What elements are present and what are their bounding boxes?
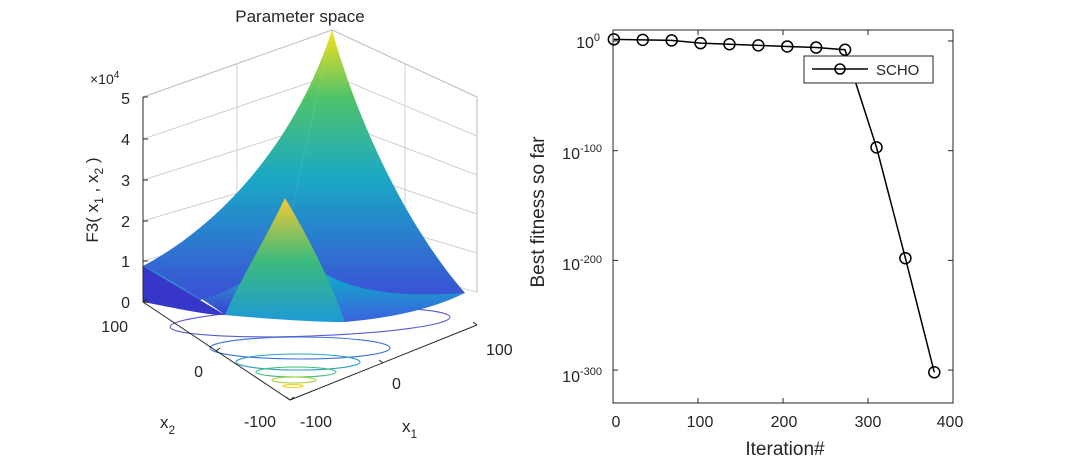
legend: SCHO (803, 55, 934, 84)
x2-tick-label: 100 (101, 319, 128, 336)
legend-label: SCHO (876, 62, 919, 79)
data-point (870, 141, 883, 154)
data-point (752, 39, 765, 52)
x1-tick-label: -100 (300, 414, 332, 431)
series-scho (607, 33, 941, 379)
x1-tick-label: 0 (392, 376, 401, 393)
data-point (899, 251, 912, 265)
surface-z-scale: ×104 (90, 70, 120, 87)
x-tick-label: 200 (771, 414, 798, 431)
surface-chart: Parameter space ×104 0 1 2 3 4 5 F3( x1 … (83, 7, 513, 441)
z-tick-label: 1 (121, 254, 130, 271)
x1-tick-label: 100 (486, 342, 513, 359)
x-tick-label: 0 (612, 414, 621, 431)
y-tick-label: 10-100 (562, 143, 602, 163)
x-tick-label: 300 (855, 414, 882, 431)
data-point (636, 33, 649, 47)
x2-tick-label: 0 (194, 364, 203, 381)
z-tick-label: 2 (121, 214, 130, 231)
plot-area (612, 29, 954, 404)
z-tick-label: 5 (121, 91, 130, 108)
x-tick-label: 400 (937, 414, 964, 431)
z-tick-label: 0 (121, 295, 130, 312)
surface-contours (169, 306, 451, 389)
surface-z-label: F3( x1 , x2 ) (83, 157, 106, 242)
z-tick-label: 4 (121, 132, 130, 149)
data-point (665, 34, 678, 47)
data-point (781, 40, 794, 53)
convergence-ticks (612, 30, 954, 403)
y-tick-label: 10-200 (562, 254, 602, 274)
surface-mesh (143, 30, 465, 322)
x2-axis-label: x2 (160, 413, 176, 437)
y-axis-label: Best fitness so far (528, 136, 549, 288)
z-tick-label: 3 (121, 173, 130, 190)
surface-title: Parameter space (235, 7, 364, 26)
data-point (694, 36, 707, 50)
y-tick-label: 10-300 (562, 366, 602, 386)
x-tick-label: 100 (687, 414, 714, 431)
legend-marker (834, 63, 846, 75)
convergence-chart: 100 10-100 10-200 10-300 0 100 200 300 4… (528, 29, 964, 460)
x1-axis-label: x1 (402, 417, 418, 441)
data-point (607, 33, 621, 46)
data-point (809, 41, 823, 54)
x2-tick-label: -100 (244, 414, 276, 431)
x-axis-label: Iteration# (745, 439, 825, 460)
data-point (723, 38, 736, 51)
y-tick-label: 100 (576, 32, 600, 52)
data-point (928, 366, 941, 379)
data-point (838, 43, 852, 56)
